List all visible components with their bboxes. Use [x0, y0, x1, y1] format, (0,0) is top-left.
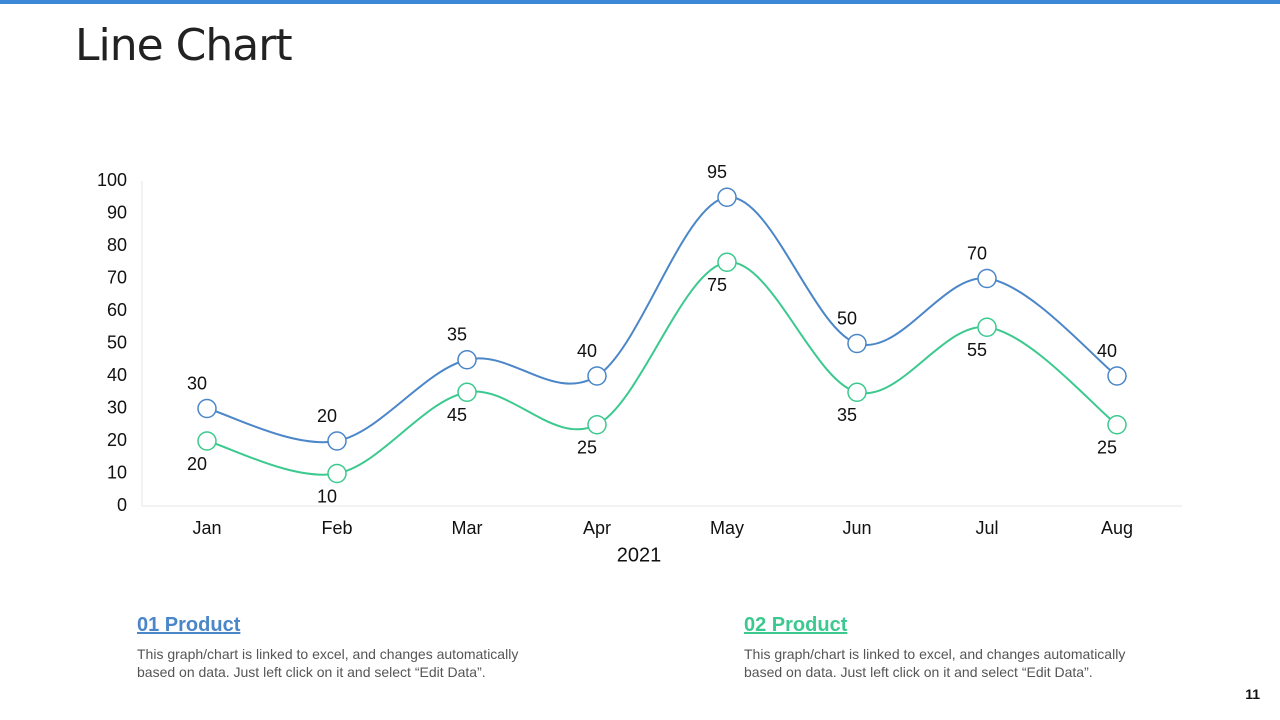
- data-label: 95: [707, 162, 727, 182]
- x-tick-label: Jun: [842, 518, 871, 538]
- data-label: 25: [1097, 438, 1117, 458]
- data-label: 10: [317, 486, 337, 506]
- y-tick-label: 100: [97, 170, 127, 190]
- page-number: 11: [1245, 686, 1260, 702]
- x-tick-label: Apr: [583, 518, 611, 538]
- data-point: [847, 333, 867, 354]
- x-tick-label: Feb: [321, 518, 352, 538]
- x-tick-label: Jan: [192, 518, 221, 538]
- legend-description: This graph/chart is linked to excel, and…: [744, 646, 1126, 680]
- data-point: [587, 415, 607, 435]
- data-label: 55: [967, 340, 987, 360]
- data-point: [977, 268, 997, 289]
- y-tick-label: 10: [107, 462, 127, 482]
- data-label: 70: [967, 243, 987, 263]
- y-tick-label: 0: [117, 495, 127, 515]
- y-tick-label: 20: [107, 430, 127, 450]
- data-point: [327, 431, 347, 451]
- data-label: 40: [1097, 341, 1117, 361]
- legend-name: 01 Product: [137, 614, 241, 636]
- x-tick-label: Aug: [1101, 518, 1133, 538]
- data-label: 45: [447, 405, 467, 425]
- data-point: [977, 317, 997, 337]
- y-tick-label: 80: [107, 235, 127, 255]
- y-tick-label: 60: [107, 300, 127, 320]
- data-label: 35: [837, 405, 857, 425]
- data-point: [847, 382, 867, 402]
- slide-title: Line Chart: [75, 20, 293, 71]
- line-series: [206, 261, 1118, 476]
- data-point: [197, 431, 217, 451]
- data-point: [327, 463, 347, 484]
- data-label: 30: [187, 373, 207, 393]
- legend-item: 02 Product This graph/chart is linked to…: [744, 614, 1164, 681]
- y-tick-label: 40: [107, 365, 127, 385]
- data-label: 50: [837, 308, 857, 328]
- data-point: [1107, 366, 1127, 386]
- data-label: 20: [187, 454, 207, 474]
- x-tick-label: Jul: [975, 518, 998, 538]
- x-axis-label: 2021: [617, 544, 662, 566]
- data-label: 40: [577, 341, 597, 361]
- x-tick-label: Mar: [452, 518, 483, 538]
- data-point: [1107, 415, 1127, 435]
- y-tick-label: 70: [107, 267, 127, 287]
- chart: 0 10 20 30 40 50 60 70 80 90 100 Jan Feb Mar Apr May Jun…: [97, 162, 1182, 566]
- data-point: [197, 398, 217, 419]
- data-label: 25: [577, 438, 597, 458]
- data-point: [717, 252, 737, 272]
- y-tick-label: 90: [107, 202, 127, 222]
- y-tick-label: 30: [107, 397, 127, 417]
- legend-item: 01 Product This graph/chart is linked to…: [137, 614, 557, 681]
- legend-description: This graph/chart is linked to excel, and…: [137, 646, 519, 680]
- y-tick-label: 50: [107, 332, 127, 352]
- data-label: 75: [707, 275, 727, 295]
- top-bar: [0, 0, 1280, 4]
- x-tick-label: May: [710, 518, 744, 538]
- data-point: [457, 350, 477, 370]
- line-series: [206, 196, 1118, 444]
- data-point: [587, 366, 607, 386]
- legend-name: 02 Product: [744, 614, 848, 636]
- data-label: 20: [317, 406, 337, 426]
- data-point: [457, 382, 477, 402]
- data-point: [717, 187, 737, 207]
- data-label: 35: [447, 325, 467, 345]
